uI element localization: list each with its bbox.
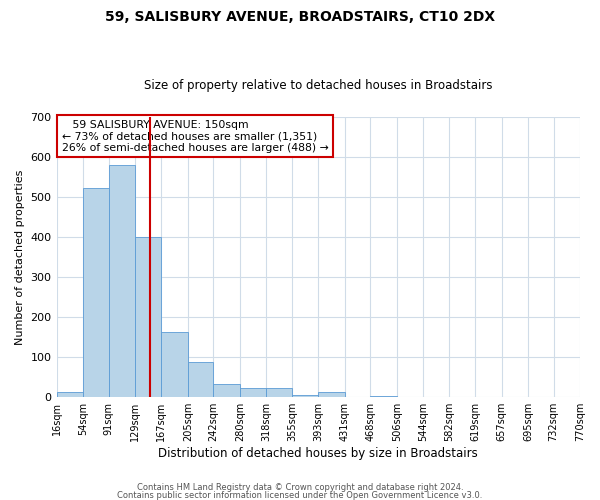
X-axis label: Distribution of detached houses by size in Broadstairs: Distribution of detached houses by size … <box>158 447 478 460</box>
Y-axis label: Number of detached properties: Number of detached properties <box>15 170 25 344</box>
Bar <box>318 392 344 397</box>
Bar <box>370 396 397 397</box>
Bar <box>292 395 318 397</box>
Bar <box>135 237 161 397</box>
Bar <box>266 388 292 397</box>
Text: 59, SALISBURY AVENUE, BROADSTAIRS, CT10 2DX: 59, SALISBURY AVENUE, BROADSTAIRS, CT10 … <box>105 10 495 24</box>
Text: Contains public sector information licensed under the Open Government Licence v3: Contains public sector information licen… <box>118 490 482 500</box>
Bar <box>56 392 83 397</box>
Text: Contains HM Land Registry data © Crown copyright and database right 2024.: Contains HM Land Registry data © Crown c… <box>137 484 463 492</box>
Bar <box>161 332 188 397</box>
Title: Size of property relative to detached houses in Broadstairs: Size of property relative to detached ho… <box>144 79 493 92</box>
Text: 59 SALISBURY AVENUE: 150sqm
← 73% of detached houses are smaller (1,351)
26% of : 59 SALISBURY AVENUE: 150sqm ← 73% of det… <box>62 120 329 153</box>
Bar <box>109 165 135 397</box>
Bar <box>240 388 266 397</box>
Bar <box>83 188 109 397</box>
Bar <box>214 384 240 397</box>
Bar <box>188 362 214 397</box>
